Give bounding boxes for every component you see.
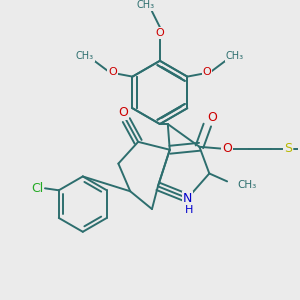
Text: Cl: Cl [31, 182, 43, 195]
Text: CH₃: CH₃ [226, 51, 244, 61]
Text: O: O [118, 106, 128, 119]
Text: N: N [183, 192, 192, 205]
Text: S: S [284, 142, 292, 155]
Text: CH₃: CH₃ [137, 0, 155, 11]
Text: O: O [155, 28, 164, 38]
Text: H: H [185, 205, 194, 215]
Text: O: O [207, 111, 217, 124]
Text: CH₃: CH₃ [76, 51, 94, 61]
Text: O: O [222, 142, 232, 155]
Text: O: O [108, 67, 117, 77]
Text: CH₃: CH₃ [237, 180, 256, 190]
Text: O: O [203, 67, 212, 77]
